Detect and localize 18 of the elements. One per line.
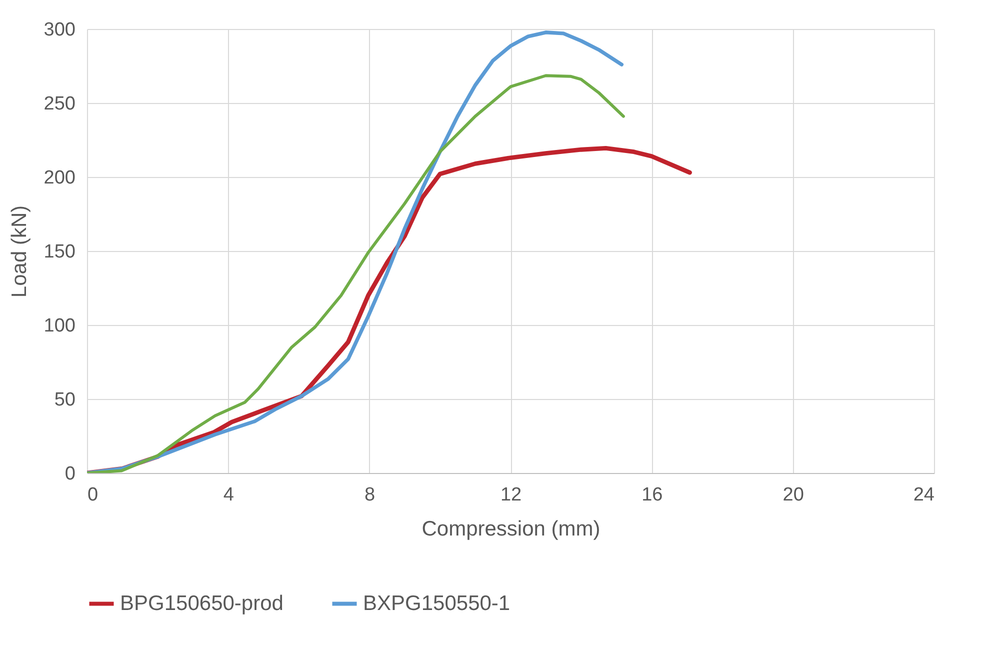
y-axis-title: Load (kN) bbox=[8, 205, 31, 298]
x-tick-label: 12 bbox=[500, 484, 522, 506]
x-tick-label: 20 bbox=[782, 484, 804, 506]
y-tick-label: 150 bbox=[44, 242, 76, 262]
legend-label: BPG150650-prod bbox=[120, 592, 284, 615]
y-tick-label: 250 bbox=[44, 94, 76, 114]
x-tick-label: 16 bbox=[642, 484, 663, 506]
x-tick-label: 4 bbox=[223, 484, 234, 506]
x-tick-label: 0 bbox=[88, 484, 98, 506]
y-tick-label: 50 bbox=[54, 390, 76, 410]
y-tick-label: 0 bbox=[64, 464, 76, 484]
x-tick-label: 8 bbox=[364, 484, 376, 506]
y-tick-label: 300 bbox=[44, 20, 76, 40]
y-tick-label: 200 bbox=[44, 168, 76, 188]
x-tick-label: 24 bbox=[913, 484, 935, 506]
y-tick-label: 100 bbox=[44, 316, 76, 336]
legend-label: BXPG150550-1 bbox=[363, 592, 510, 615]
x-axis-title: Compression (mm) bbox=[422, 518, 600, 540]
